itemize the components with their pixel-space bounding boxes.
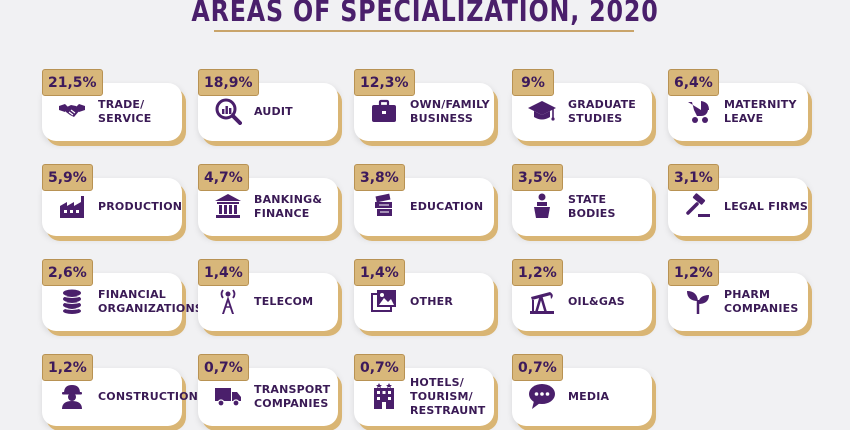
- specialization-label: OTHER: [410, 295, 454, 308]
- plant-sprout-icon: [684, 287, 712, 315]
- specialization-label: BANKING& FINANCE: [254, 193, 323, 220]
- podium-speaker-icon: [528, 192, 556, 220]
- percent-badge: 0,7%: [354, 354, 405, 381]
- percent-badge: 6,4%: [668, 69, 719, 96]
- specialization-label: AUDIT: [254, 105, 293, 118]
- factory-icon: [58, 192, 86, 220]
- specialization-card: 12,3% OWN/FAMILY BUSINESS: [354, 69, 500, 145]
- specialization-card: 0,7% HOTELS/ TOURISM/ RESTRAUNT: [354, 354, 500, 430]
- bank-icon: [214, 192, 242, 220]
- percent-badge: 0,7%: [198, 354, 249, 381]
- percent-badge: 18,9%: [198, 69, 259, 96]
- stroller-icon: [684, 97, 712, 125]
- percent-badge: 2,6%: [42, 259, 93, 286]
- specialization-card: 0,7% MEDIA: [512, 354, 658, 430]
- magnifier-chart-icon: [214, 97, 242, 125]
- specialization-label: EDUCATION: [410, 200, 484, 213]
- specialization-label: TELECOM: [254, 295, 314, 308]
- title-underline: [214, 30, 634, 32]
- specialization-card: 1,4% TELECOM: [198, 259, 344, 335]
- briefcase-icon: [370, 97, 398, 125]
- coin-stack-icon: [58, 287, 86, 315]
- hotel-building-icon: [370, 382, 398, 410]
- specialization-label: PHARM COMPANIES: [724, 288, 799, 315]
- specialization-card: 1,2% PHARM COMPANIES: [668, 259, 814, 335]
- specialization-card: 3,5% STATE BODIES: [512, 164, 658, 240]
- specialization-card: 1,2% OIL&GAS: [512, 259, 658, 335]
- percent-badge: 1,4%: [198, 259, 249, 286]
- specialization-label: LEGAL FIRMS: [724, 200, 809, 213]
- percent-badge: 21,5%: [42, 69, 103, 96]
- handshake-icon: [58, 97, 86, 125]
- specialization-card: 6,4% MATERNITY LEAVE: [668, 69, 814, 145]
- specialization-card: 4,7% BANKING& FINANCE: [198, 164, 344, 240]
- specialization-card: 9% GRADUATE STUDIES: [512, 69, 658, 145]
- worker-icon: [58, 382, 86, 410]
- specialization-card: 0,7% TRANSPORT COMPANIES: [198, 354, 344, 430]
- specialization-label: MATERNITY LEAVE: [724, 98, 797, 125]
- specialization-card: 1,4% OTHER: [354, 259, 500, 335]
- specialization-label: TRANSPORT COMPANIES: [254, 383, 331, 410]
- speech-bubble-icon: [528, 382, 556, 410]
- percent-badge: 3,8%: [354, 164, 405, 191]
- page-title: AREAS OF SPECIALIZATION, 2020: [191, 0, 659, 28]
- percent-badge: 3,1%: [668, 164, 719, 191]
- graduation-cap-icon: [528, 97, 556, 125]
- percent-badge: 3,5%: [512, 164, 563, 191]
- gavel-icon: [684, 192, 712, 220]
- specialization-label: GRADUATE STUDIES: [568, 98, 637, 125]
- percent-badge: 9%: [512, 69, 554, 96]
- percent-badge: 1,4%: [354, 259, 405, 286]
- specialization-label: MEDIA: [568, 390, 610, 403]
- percent-badge: 1,2%: [42, 354, 93, 381]
- specialization-card: 2,6% FINANCIAL ORGANIZATIONS: [42, 259, 203, 335]
- percent-badge: 1,2%: [512, 259, 563, 286]
- percent-badge: 0,7%: [512, 354, 563, 381]
- percent-badge: 1,2%: [668, 259, 719, 286]
- specialization-card: 18,9% AUDIT: [198, 69, 344, 145]
- books-icon: [370, 192, 398, 220]
- specialization-label: HOTELS/ TOURISM/ RESTRAUNT: [410, 376, 486, 417]
- specialization-card: 1,2% CONSTRUCTION: [42, 354, 199, 430]
- antenna-tower-icon: [214, 287, 242, 315]
- specialization-label: CONSTRUCTION: [98, 390, 199, 403]
- pictures-icon: [370, 287, 398, 315]
- specialization-label: OWN/FAMILY BUSINESS: [410, 98, 490, 125]
- truck-icon: [214, 382, 242, 410]
- specialization-card: 5,9% PRODUCTION: [42, 164, 188, 240]
- specialization-card: 21,5% TRADE/ SERVICE: [42, 69, 188, 145]
- specialization-card: 3,8% EDUCATION: [354, 164, 500, 240]
- specialization-label: OIL&GAS: [568, 295, 625, 308]
- percent-badge: 5,9%: [42, 164, 93, 191]
- percent-badge: 12,3%: [354, 69, 415, 96]
- specialization-label: TRADE/ SERVICE: [98, 98, 152, 125]
- specialization-label: PRODUCTION: [98, 200, 183, 213]
- specialization-card: 3,1% LEGAL FIRMS: [668, 164, 814, 240]
- specialization-label: FINANCIAL ORGANIZATIONS: [98, 288, 203, 315]
- oil-pump-icon: [528, 287, 556, 315]
- percent-badge: 4,7%: [198, 164, 249, 191]
- specialization-label: STATE BODIES: [568, 193, 616, 220]
